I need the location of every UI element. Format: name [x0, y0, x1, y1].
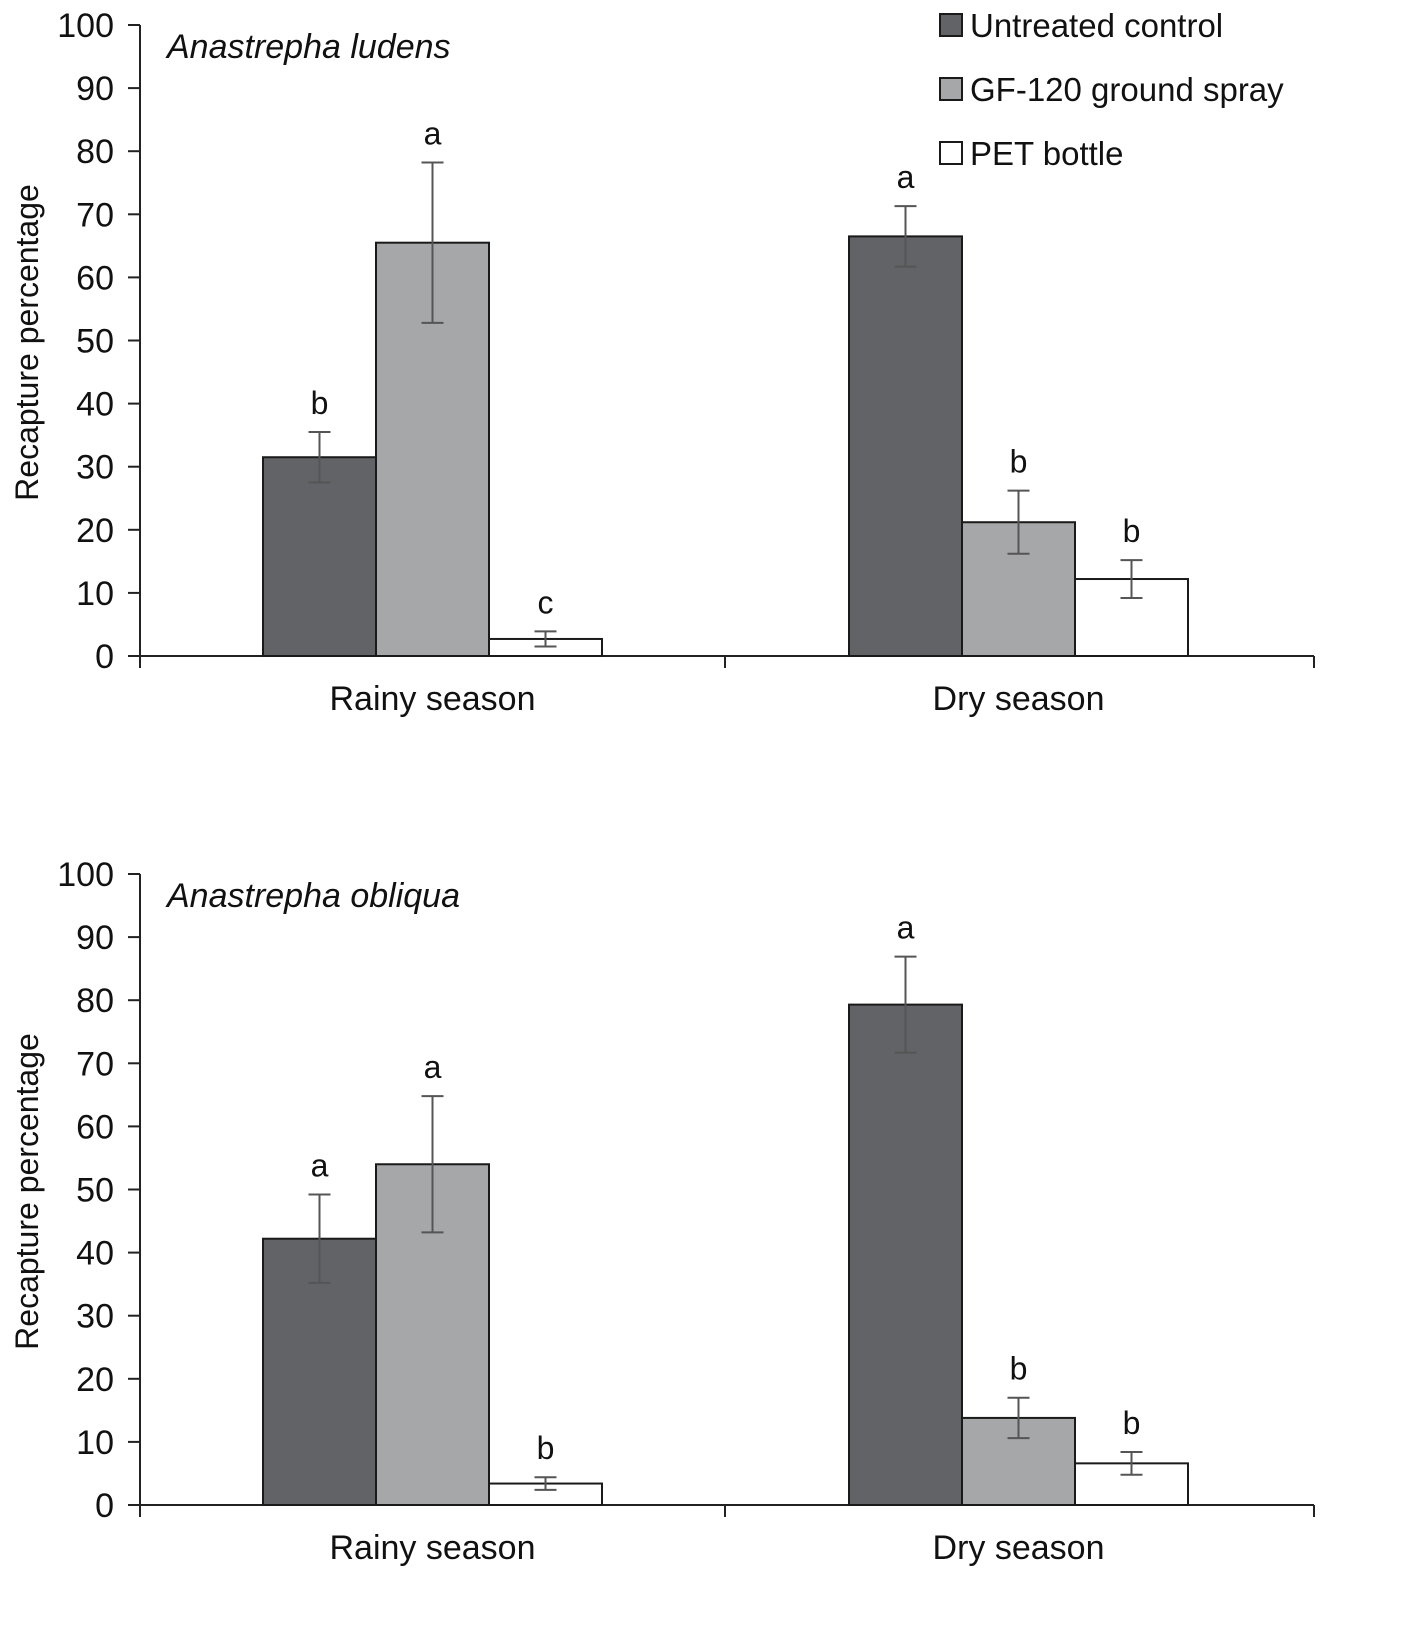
bar — [848, 1003, 963, 1506]
legend-label: PET bottle — [970, 135, 1123, 172]
y-tick-label: 80 — [76, 133, 114, 171]
y-tick-label: 80 — [76, 982, 114, 1020]
bar — [848, 235, 963, 657]
legend-swatch — [939, 77, 963, 101]
legend-label: Untreated control — [970, 7, 1223, 44]
significance-letter: b — [1123, 1405, 1141, 1441]
panel-title: Anastrepha ludens — [165, 28, 451, 66]
y-axis-title: Recapture percentage — [9, 184, 45, 501]
y-tick-label: 30 — [76, 1298, 114, 1336]
significance-letter: b — [311, 385, 329, 421]
category-label: Rainy season — [329, 1529, 535, 1567]
y-tick-label: 70 — [76, 1045, 114, 1083]
y-tick-label: 20 — [76, 512, 114, 550]
y-tick-label: 20 — [76, 1361, 114, 1399]
y-tick-label: 90 — [76, 919, 114, 957]
significance-letter: b — [537, 1430, 555, 1466]
y-tick-label: 40 — [76, 1235, 114, 1273]
y-tick-label: 0 — [95, 1487, 114, 1525]
significance-letter: b — [1123, 513, 1141, 549]
chart-panel-a-obliqua: 0 10 20 30 40 50 60 70 80 90 100 Rainy season Dry se… — [9, 856, 1315, 1567]
y-tick-label: 40 — [76, 386, 114, 424]
significance-letter: a — [897, 159, 915, 195]
chart-panel-a-ludens: 0 10 20 30 40 50 60 70 80 90 100 Rainy season Dry se… — [9, 7, 1315, 718]
y-tick-label: 50 — [76, 323, 114, 361]
y-tick-label: 30 — [76, 449, 114, 487]
legend-label: GF-120 ground spray — [970, 71, 1284, 108]
significance-letter: a — [897, 910, 915, 946]
y-tick-label: 100 — [57, 856, 114, 894]
y-tick-label: 50 — [76, 1172, 114, 1210]
y-tick-label: 10 — [76, 575, 114, 613]
y-tick-label: 10 — [76, 1424, 114, 1462]
y-tick-label: 60 — [76, 1108, 114, 1146]
significance-letter: a — [424, 116, 442, 152]
significance-letter: a — [424, 1049, 442, 1085]
y-tick-label: 60 — [76, 259, 114, 297]
category-label: Dry season — [933, 1529, 1105, 1567]
category-label: Dry season — [933, 680, 1105, 718]
legend: Untreated control GF-120 ground spray PET … — [939, 7, 1284, 172]
bar — [262, 456, 377, 657]
significance-letter: b — [1010, 444, 1028, 480]
y-tick-label: 100 — [57, 7, 114, 45]
panel-title: Anastrepha obliqua — [165, 877, 460, 915]
y-axis-title: Recapture percentage — [9, 1033, 45, 1350]
significance-letter: a — [311, 1148, 329, 1184]
significance-letter: b — [1010, 1351, 1028, 1387]
y-tick-label: 90 — [76, 70, 114, 108]
legend-swatch — [939, 141, 963, 165]
category-label: Rainy season — [329, 680, 535, 718]
significance-letter: c — [538, 584, 554, 620]
y-tick-label: 0 — [95, 638, 114, 676]
legend-swatch — [939, 13, 963, 37]
y-tick-label: 70 — [76, 196, 114, 234]
